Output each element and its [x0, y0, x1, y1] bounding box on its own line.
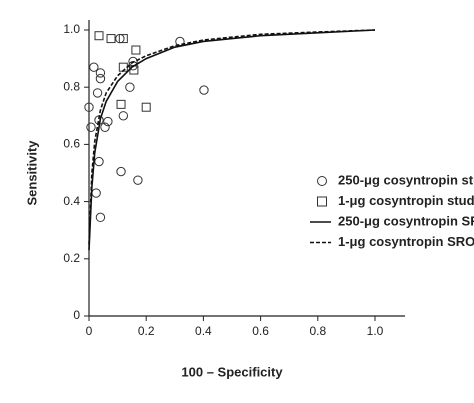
circle-point	[89, 62, 99, 72]
square-point	[118, 34, 128, 44]
y-tick-label: 0.2	[63, 251, 80, 265]
square-point	[94, 31, 104, 41]
x-tick-label: 1.0	[367, 324, 384, 338]
y-tick-label: 0.8	[63, 79, 80, 93]
circle-point	[91, 188, 101, 198]
x-tick-label: 0.4	[195, 324, 212, 338]
y-tick-label: 0.6	[63, 137, 80, 151]
sroc-curve	[88, 29, 376, 245]
legend-text: 1-μg cosyntropin SROC	[338, 234, 474, 249]
sroc-curve	[88, 29, 376, 251]
circle-point	[95, 68, 106, 78]
x-tick-label: 0.2	[138, 324, 155, 338]
circle-point	[133, 175, 143, 185]
square-point	[131, 45, 141, 55]
circle-point	[100, 122, 110, 132]
square-point	[116, 99, 126, 109]
legend-swatch	[317, 196, 327, 207]
x-tick-label: 0.6	[252, 324, 269, 338]
y-tick-label: 0.4	[63, 194, 80, 208]
y-tick-label: 0	[73, 308, 80, 322]
x-tick-label: 0	[86, 324, 93, 338]
legend-text: 250-μg cosyntropin SROC	[338, 213, 474, 228]
square-point	[141, 102, 151, 112]
legend-text: 1-μg cosyntropin study	[338, 193, 474, 208]
y-axis-label: Sensitivity	[24, 140, 39, 206]
circle-point	[84, 102, 94, 112]
circle-point	[118, 111, 129, 121]
square-point	[106, 34, 116, 44]
y-tick-label: 1.0	[63, 22, 80, 36]
circle-point	[86, 122, 96, 132]
x-axis-label: 100 – Specificity	[181, 364, 283, 379]
legend-text: 250-μg cosyntropin study	[338, 172, 474, 187]
x-tick-label: 0.8	[309, 324, 326, 338]
circle-point	[115, 33, 125, 44]
circle-point	[94, 156, 104, 167]
circle-point	[116, 166, 126, 177]
circle-point	[95, 73, 106, 84]
circle-point	[92, 88, 103, 98]
circle-point	[103, 116, 113, 127]
circle-point	[95, 212, 106, 223]
circle-point	[199, 85, 209, 95]
legend-swatch	[317, 176, 327, 186]
circle-point	[125, 82, 135, 92]
